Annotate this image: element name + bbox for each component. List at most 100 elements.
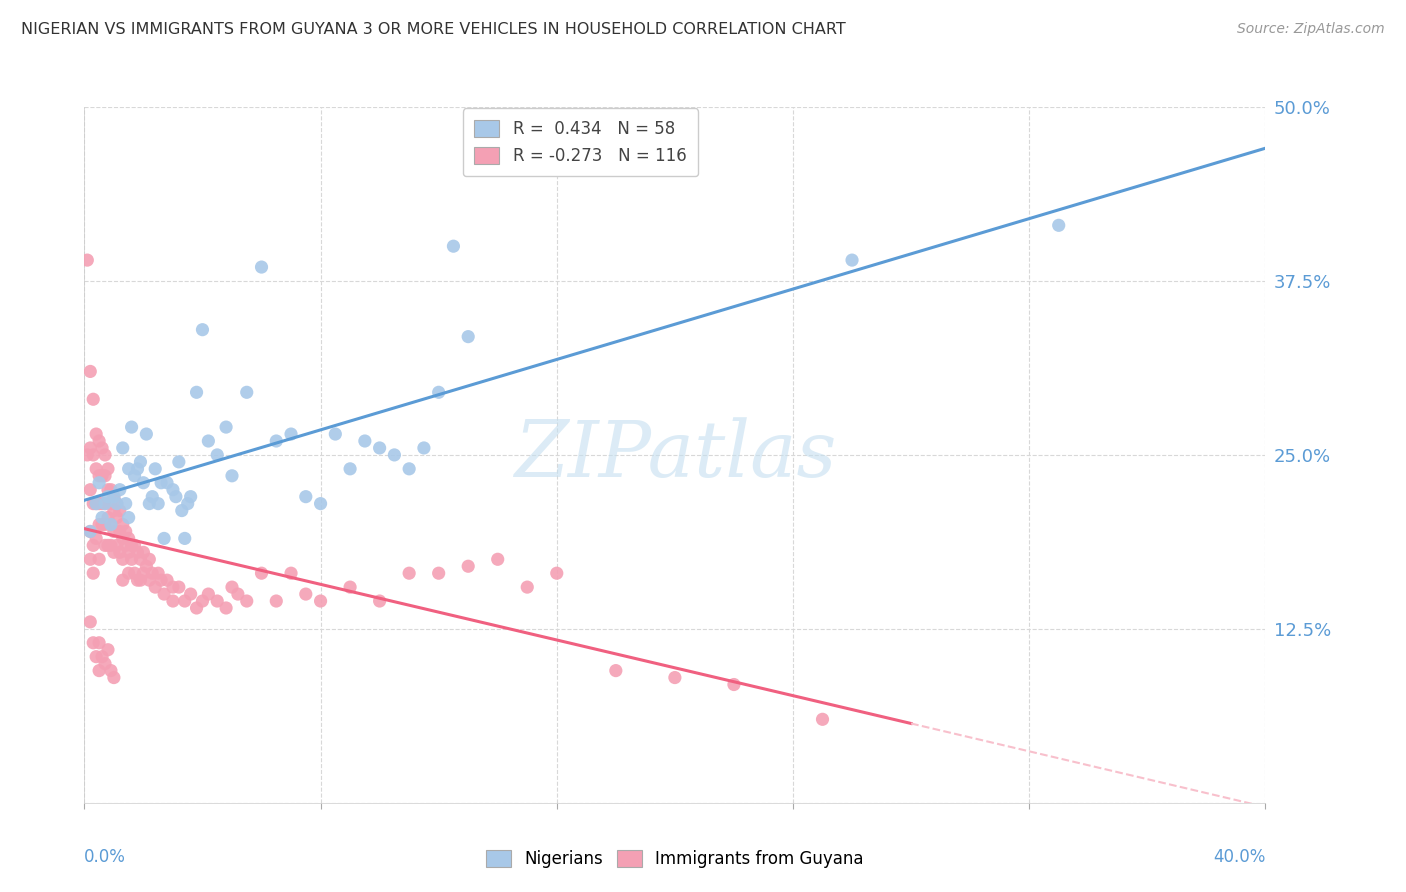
Point [205, 448, 228, 462]
Point [111, 532, 134, 546]
Point [94, 517, 117, 532]
Point [121, 420, 143, 434]
Point [1047, 219, 1070, 233]
Point [186, 385, 208, 400]
Point [441, 239, 464, 253]
Point [124, 566, 146, 581]
Point [118, 566, 141, 581]
Point [103, 490, 125, 504]
Point [76, 448, 98, 462]
Point [91, 497, 114, 511]
Point [108, 503, 131, 517]
Text: ZIPatlas: ZIPatlas [513, 417, 837, 493]
Point [546, 566, 568, 581]
Point [221, 580, 243, 594]
Point [173, 594, 195, 608]
Point [82, 566, 104, 581]
Point [118, 510, 141, 524]
Point [486, 552, 509, 566]
Point [84, 497, 107, 511]
Point [226, 587, 249, 601]
Point [111, 517, 134, 532]
Point [173, 532, 195, 546]
Point [91, 517, 114, 532]
Point [180, 490, 202, 504]
Point [264, 434, 288, 448]
Point [153, 587, 176, 601]
Point [153, 532, 176, 546]
Point [82, 497, 104, 511]
Point [280, 566, 302, 581]
Text: NIGERIAN VS IMMIGRANTS FROM GUYANA 3 OR MORE VEHICLES IN HOUSEHOLD CORRELATION C: NIGERIAN VS IMMIGRANTS FROM GUYANA 3 OR … [21, 22, 846, 37]
Point [84, 427, 107, 442]
Point [79, 441, 101, 455]
Point [89, 497, 111, 511]
Point [148, 497, 170, 511]
Point [111, 573, 134, 587]
Point [215, 420, 238, 434]
Point [280, 427, 302, 442]
Point [197, 587, 219, 601]
Point [103, 545, 125, 559]
Point [143, 580, 166, 594]
Point [103, 671, 125, 685]
Point [94, 657, 117, 671]
Point [91, 468, 114, 483]
Point [82, 636, 104, 650]
Point [94, 468, 117, 483]
Point [105, 497, 128, 511]
Point [236, 594, 259, 608]
Point [427, 566, 450, 581]
Point [108, 545, 131, 559]
Point [100, 517, 122, 532]
Point [129, 552, 152, 566]
Point [84, 462, 107, 476]
Point [162, 483, 184, 497]
Point [105, 497, 128, 511]
Point [94, 497, 117, 511]
Point [382, 448, 406, 462]
Point [167, 580, 190, 594]
Point [180, 587, 202, 601]
Point [368, 441, 391, 455]
Point [111, 552, 134, 566]
Point [103, 524, 125, 539]
Point [84, 649, 107, 664]
Point [264, 594, 288, 608]
Point [150, 475, 173, 490]
Point [124, 468, 146, 483]
Legend: Nigerians, Immigrants from Guyana: Nigerians, Immigrants from Guyana [479, 843, 870, 874]
Point [79, 615, 101, 629]
Point [82, 392, 104, 407]
Point [114, 538, 136, 552]
Point [79, 524, 101, 539]
Point [295, 490, 318, 504]
Point [129, 455, 152, 469]
Point [138, 573, 160, 587]
Point [162, 580, 184, 594]
Point [97, 483, 120, 497]
Point [103, 503, 125, 517]
Point [309, 497, 332, 511]
Point [132, 545, 155, 559]
Point [84, 532, 107, 546]
Point [205, 594, 228, 608]
Text: 40.0%: 40.0% [1213, 848, 1265, 866]
Point [132, 566, 155, 581]
Point [339, 580, 361, 594]
Point [170, 503, 193, 517]
Point [89, 434, 111, 448]
Point [221, 468, 243, 483]
Point [97, 642, 120, 657]
Point [135, 559, 157, 574]
Point [427, 385, 450, 400]
Point [94, 538, 117, 552]
Point [197, 434, 219, 448]
Point [127, 545, 149, 559]
Point [89, 475, 111, 490]
Point [97, 510, 120, 524]
Point [368, 594, 391, 608]
Point [91, 510, 114, 524]
Point [339, 462, 361, 476]
Point [105, 538, 128, 552]
